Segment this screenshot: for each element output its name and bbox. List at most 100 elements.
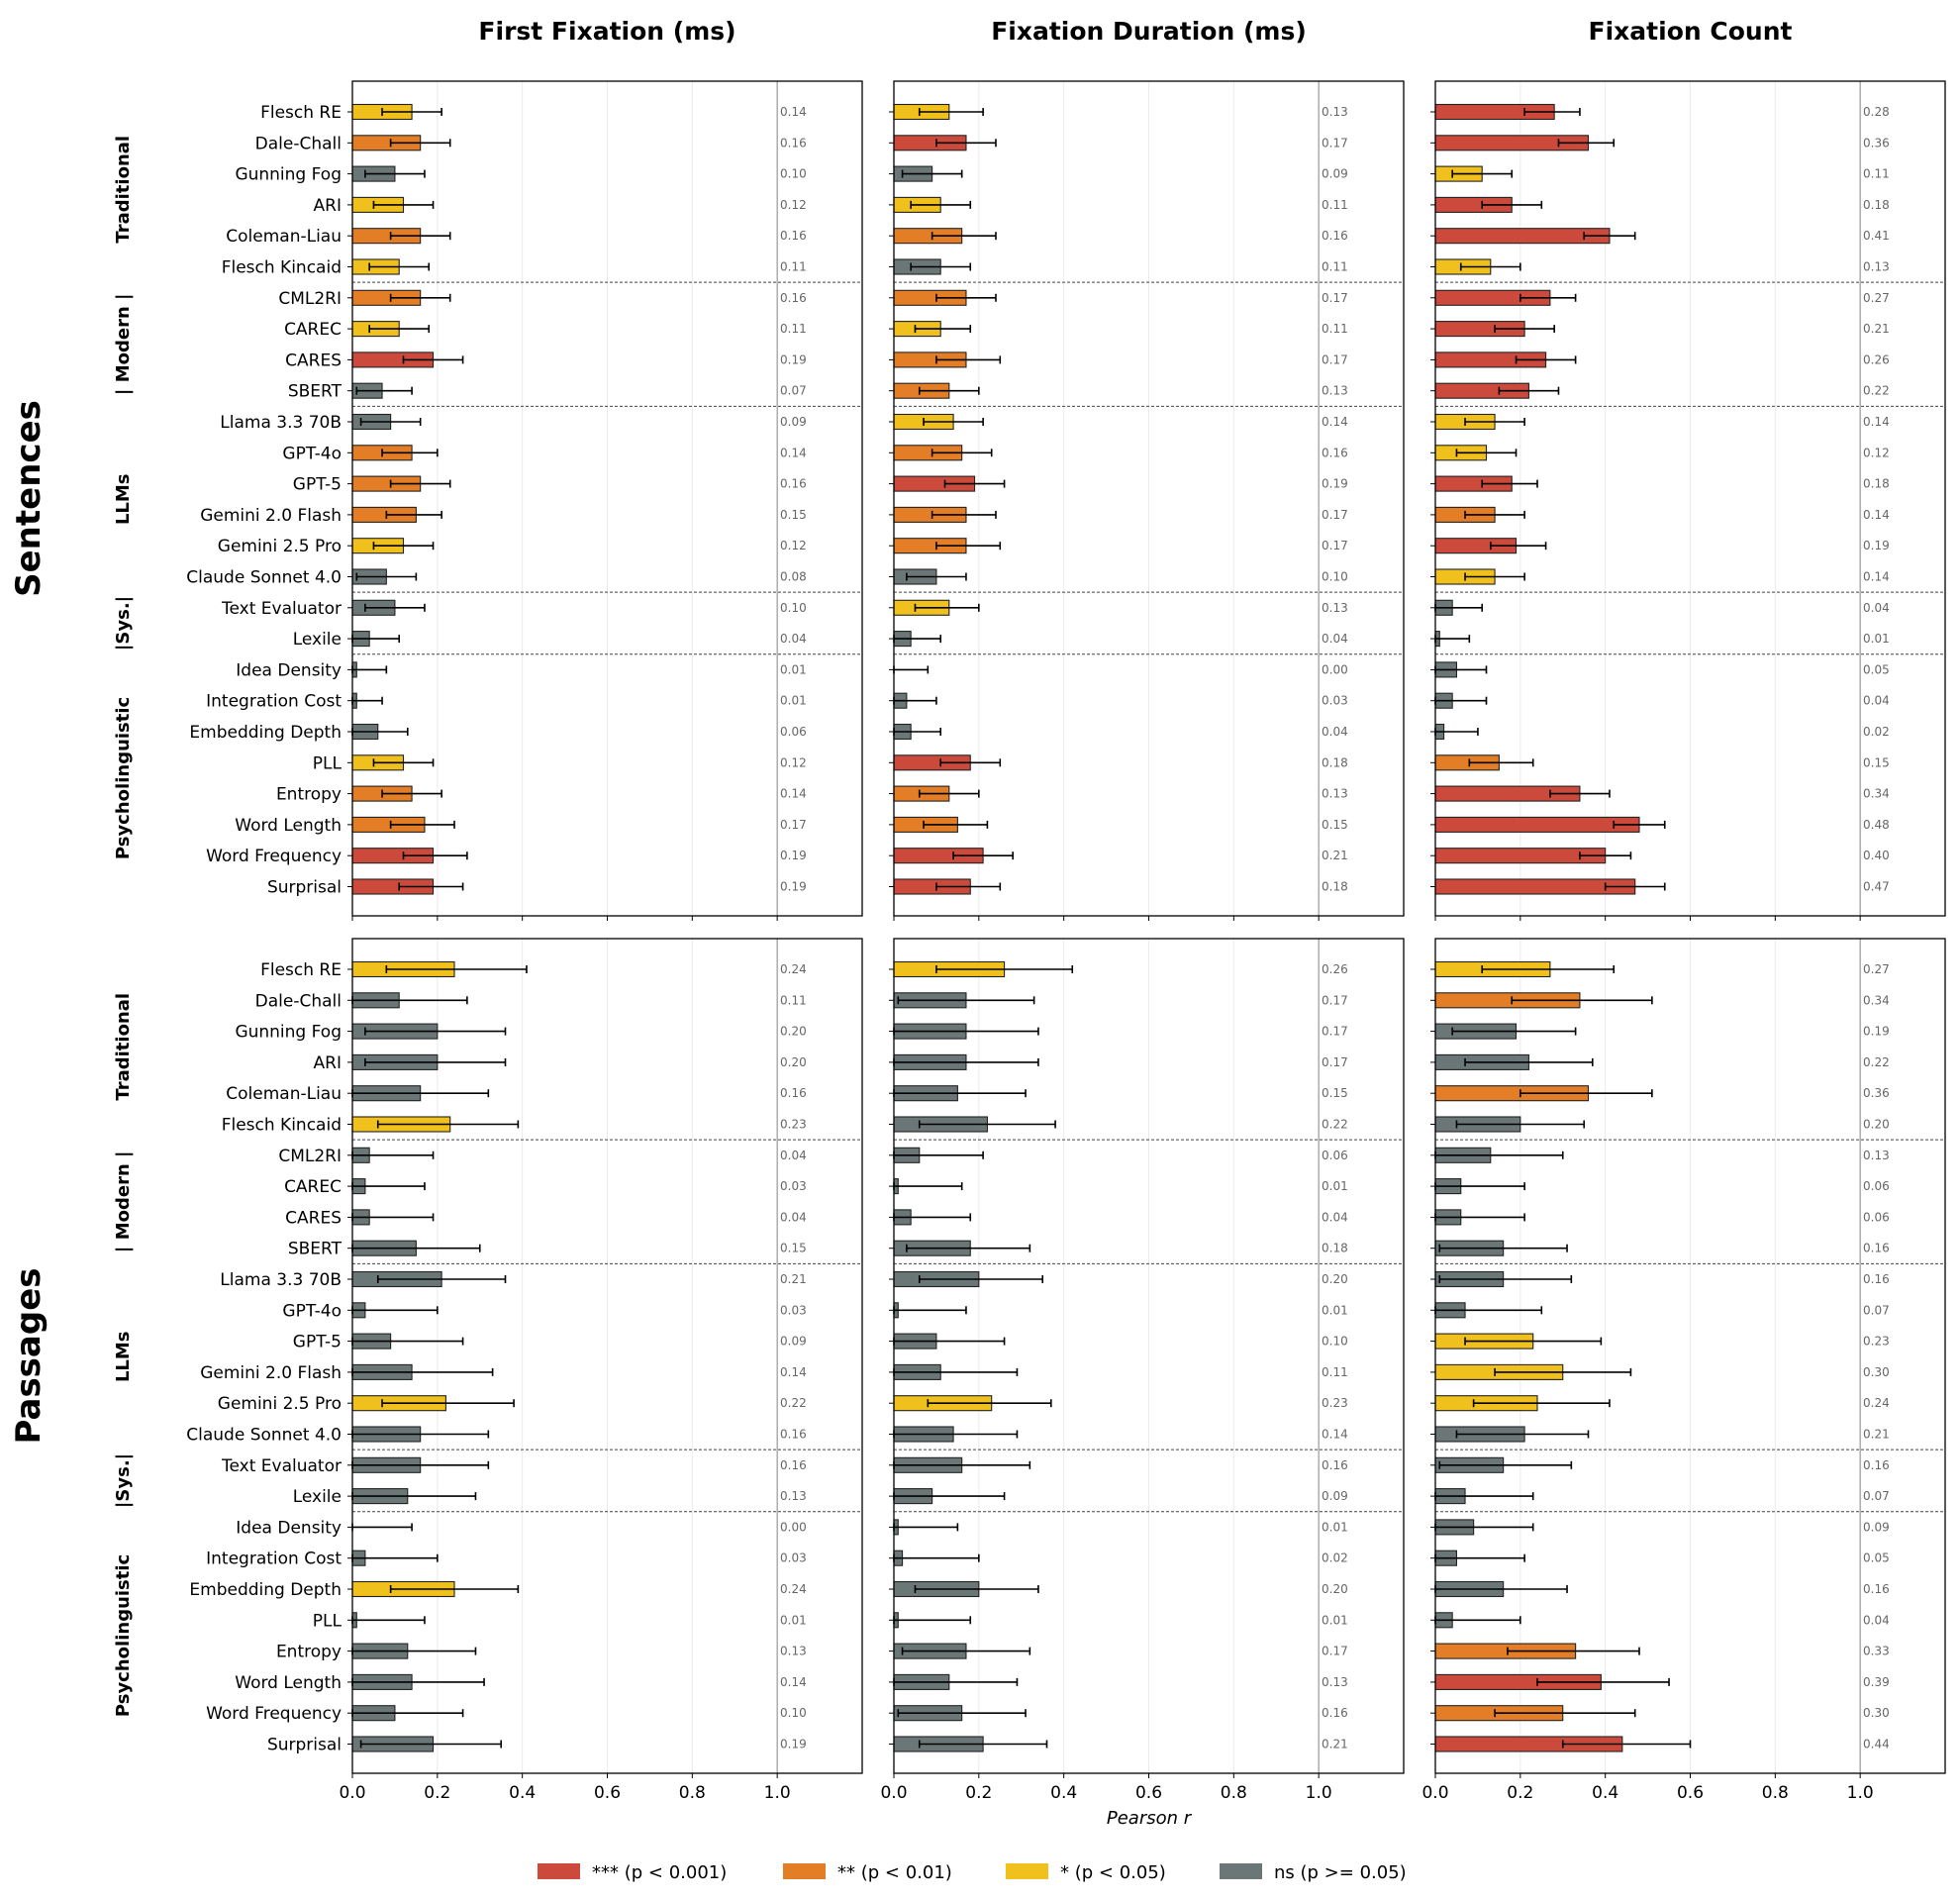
- value-label: 0.10: [780, 1706, 807, 1720]
- metric-label: Lexile: [293, 1487, 342, 1507]
- metric-label: Idea Density: [236, 1518, 342, 1538]
- panel-passages-1: 0.26 0.17 0.17 0.17 0.15 0.22 0.06 0.01 0.04 0.18…: [880, 938, 1405, 1803]
- value-label: 0.19: [1863, 1025, 1890, 1039]
- value-label: 0.04: [1322, 632, 1348, 646]
- metric-label: Coleman-Liau: [226, 227, 342, 247]
- value-label: 0.11: [780, 260, 807, 274]
- value-label: 0.21: [1322, 849, 1348, 862]
- value-label: 0.23: [780, 1118, 807, 1132]
- value-label: 0.16: [1863, 1458, 1890, 1472]
- value-label: 0.00: [1322, 662, 1348, 676]
- value-label: 0.23: [1322, 1396, 1348, 1410]
- metric-label: Surprisal: [267, 1736, 342, 1755]
- value-label: 0.10: [780, 167, 807, 181]
- value-label: 0.24: [1863, 1396, 1890, 1410]
- metric-label: GPT-5: [293, 1333, 342, 1352]
- metric-label: GPT-4o: [282, 444, 342, 463]
- value-label: 0.16: [1322, 1706, 1348, 1720]
- value-label: 0.04: [1322, 725, 1348, 739]
- metric-label: Word Frequency: [206, 1704, 342, 1724]
- column-title: First Fixation (ms): [478, 17, 735, 46]
- value-label: 0.07: [780, 384, 807, 398]
- group-label: Traditional: [113, 993, 134, 1101]
- value-label: 0.05: [1863, 662, 1890, 676]
- value-label: 0.41: [1863, 229, 1890, 243]
- value-label: 0.04: [780, 632, 807, 646]
- legend-label: * (p < 0.05): [1060, 1862, 1166, 1883]
- value-label: 0.16: [780, 477, 807, 491]
- x-tick-label: 0.0: [880, 1783, 907, 1803]
- value-label: 0.06: [1863, 1210, 1890, 1224]
- value-label: 0.16: [780, 291, 807, 305]
- group-label: |Sys.|: [113, 1453, 134, 1508]
- value-label: 0.14: [780, 787, 807, 801]
- value-label: 0.30: [1863, 1706, 1890, 1720]
- value-label: 0.11: [1322, 198, 1348, 212]
- metric-label: Gunning Fog: [235, 165, 342, 185]
- value-label: 0.17: [1322, 993, 1348, 1007]
- metric-label: CML2RI: [278, 289, 342, 309]
- value-label: 0.01: [780, 694, 807, 708]
- bar-word-length: [1434, 816, 1640, 833]
- value-label: 0.20: [780, 1055, 807, 1069]
- value-label: 0.26: [1322, 962, 1348, 976]
- metric-label: Flesch Kincaid: [222, 258, 342, 278]
- legend-swatch: [1006, 1863, 1048, 1879]
- value-label: 0.15: [1322, 818, 1348, 832]
- value-label: 0.34: [1863, 787, 1890, 801]
- value-label: 0.23: [1863, 1335, 1890, 1349]
- value-label: 0.16: [780, 229, 807, 243]
- value-label: 0.16: [1863, 1242, 1890, 1255]
- group-label: Psycholinguistic: [113, 697, 134, 859]
- value-label: 0.21: [1863, 322, 1890, 336]
- column-title: Fixation Duration (ms): [991, 17, 1307, 46]
- metric-label: Gemini 2.5 Pro: [218, 1394, 342, 1414]
- value-label: 0.18: [1863, 477, 1890, 491]
- value-label: 0.17: [1322, 1645, 1348, 1658]
- x-tick-label: 0.0: [339, 1783, 365, 1803]
- value-label: 0.14: [1322, 1428, 1348, 1442]
- value-label: 0.12: [780, 755, 807, 769]
- value-label: 0.20: [780, 1025, 807, 1039]
- value-label: 0.00: [780, 1520, 807, 1534]
- value-label: 0.11: [1863, 167, 1890, 181]
- value-label: 0.14: [1863, 508, 1890, 522]
- x-tick-label: 1.0: [1847, 1783, 1874, 1803]
- metric-label: CARES: [285, 1208, 342, 1228]
- metric-label: Claude Sonnet 4.0: [186, 1426, 342, 1446]
- metric-label: Text Evaluator: [221, 1456, 342, 1476]
- value-label: 0.16: [1863, 1272, 1890, 1286]
- metric-label: Flesch RE: [260, 103, 342, 123]
- metric-label: Text Evaluator: [221, 599, 342, 619]
- value-label: 0.05: [1863, 1551, 1890, 1565]
- value-label: 0.36: [1863, 1086, 1890, 1100]
- metric-label: Embedding Depth: [189, 1580, 342, 1600]
- value-label: 0.15: [1322, 1086, 1348, 1100]
- value-label: 0.16: [1322, 1458, 1348, 1472]
- value-label: 0.19: [1863, 539, 1890, 552]
- value-label: 0.13: [780, 1489, 807, 1503]
- value-label: 0.18: [1322, 880, 1348, 894]
- metric-label: Lexile: [293, 630, 342, 650]
- value-label: 0.09: [780, 415, 807, 429]
- x-tick-label: 0.8: [1221, 1783, 1247, 1803]
- value-label: 0.20: [1322, 1272, 1348, 1286]
- value-label: 0.17: [1322, 291, 1348, 305]
- value-label: 0.04: [780, 1149, 807, 1162]
- value-label: 0.14: [780, 1675, 807, 1689]
- x-tick-label: 0.4: [1592, 1783, 1618, 1803]
- value-label: 0.03: [780, 1551, 807, 1565]
- x-tick-label: 1.0: [764, 1783, 791, 1803]
- value-label: 0.01: [1322, 1520, 1348, 1534]
- value-label: 0.10: [1322, 1335, 1348, 1349]
- value-label: 0.09: [780, 1335, 807, 1349]
- metric-label: Flesch Kincaid: [222, 1116, 342, 1136]
- value-label: 0.47: [1863, 880, 1890, 894]
- value-label: 0.16: [780, 136, 807, 150]
- value-label: 0.19: [780, 880, 807, 894]
- value-label: 0.02: [1863, 725, 1890, 739]
- value-label: 0.28: [1863, 105, 1890, 119]
- metric-label: Gemini 2.0 Flash: [200, 1363, 342, 1383]
- legend-label: ** (p < 0.01): [837, 1862, 952, 1883]
- value-label: 0.10: [1322, 570, 1348, 584]
